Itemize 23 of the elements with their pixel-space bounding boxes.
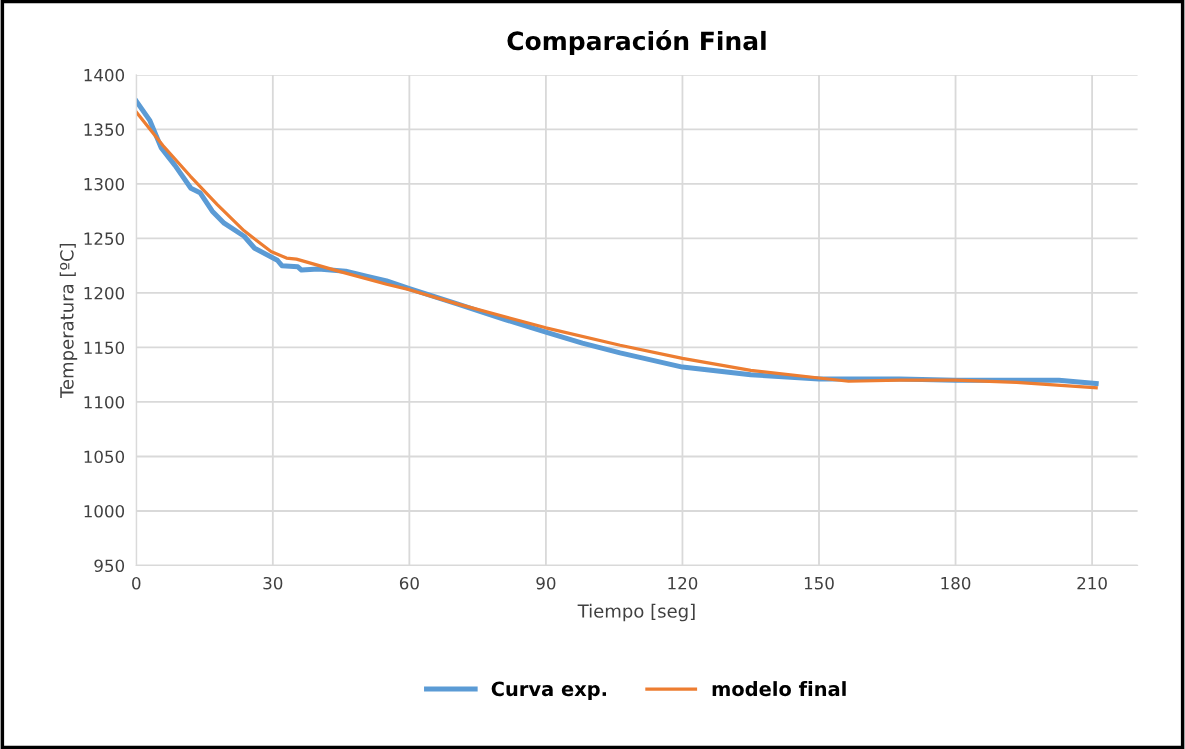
legend-label: Curva exp.	[491, 681, 607, 700]
x-tick-label: 60	[399, 576, 419, 590]
legend-label: modelo final	[712, 681, 846, 697]
x-tick-label: 150	[804, 576, 834, 590]
y-tick-label: 1000	[84, 504, 125, 518]
y-tick-label: 1200	[84, 286, 125, 300]
x-tick-label: 210	[1077, 576, 1107, 590]
y-tick-label: 1150	[84, 341, 125, 355]
y-tick-label: 1100	[84, 395, 125, 409]
y-tick-label: 1400	[84, 68, 125, 82]
x-tick-label: 90	[536, 576, 556, 590]
x-tick-label: 0	[132, 576, 141, 590]
y-tick-label: 1250	[84, 232, 125, 245]
x-axis-title: Tiempo [seg]	[577, 603, 695, 622]
y-tick-label: 1050	[84, 450, 125, 464]
y-axis-title: Temperatura [ºC]	[59, 243, 78, 399]
x-tick-label: 180	[941, 576, 971, 590]
y-tick-label: 1350	[84, 123, 125, 136]
y-tick-label: 1300	[84, 177, 125, 191]
chart-title: Comparación Final	[507, 29, 766, 56]
x-tick-label: 30	[263, 576, 283, 590]
x-tick-label: 120	[668, 576, 698, 590]
y-tick-label: 950	[94, 559, 125, 573]
